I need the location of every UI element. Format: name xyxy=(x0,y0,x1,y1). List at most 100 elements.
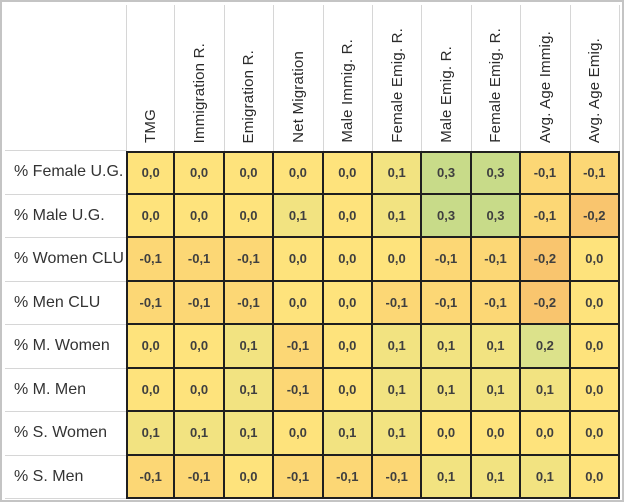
matrix-cell: 0,0 xyxy=(521,412,571,456)
matrix-cell: 0,1 xyxy=(373,412,423,456)
matrix-cell: -0,1 xyxy=(471,281,522,325)
matrix-cell: -0,1 xyxy=(126,281,176,325)
column-header: Net Migration xyxy=(274,5,324,151)
matrix-cell: 0,1 xyxy=(422,325,472,369)
matrix-cell: 0,1 xyxy=(224,325,275,369)
row-label: % S. Men xyxy=(5,455,126,499)
column-header-label: Avg. Age Immig. xyxy=(536,31,554,143)
matrix-cell: 0,1 xyxy=(126,412,176,456)
matrix-cell: -0,1 xyxy=(422,281,472,325)
matrix-cell: 0,0 xyxy=(175,194,225,238)
matrix-cell: 0,0 xyxy=(570,368,620,412)
matrix-cell: 0,0 xyxy=(274,412,324,456)
matrix-cell: 0,1 xyxy=(323,412,373,456)
matrix-cell: 0,0 xyxy=(175,368,225,412)
matrix-cell: -0,1 xyxy=(224,238,275,282)
matrix-cell: -0,1 xyxy=(422,238,472,282)
row-label: % Women CLU xyxy=(5,238,126,282)
matrix-cell: 0,1 xyxy=(422,455,472,499)
matrix-cell: 0,2 xyxy=(521,325,571,369)
column-header: Immigration R. xyxy=(175,5,225,151)
correlation-matrix: TMG Immigration R. Emigration R. Net Migrat… xyxy=(5,5,620,499)
matrix-cell: -0,1 xyxy=(323,455,373,499)
matrix-cell: -0,2 xyxy=(521,238,571,282)
matrix-cell: -0,2 xyxy=(521,281,571,325)
matrix-cell: -0,1 xyxy=(175,455,225,499)
matrix-cell: 0,1 xyxy=(422,368,472,412)
matrix-cell: -0,1 xyxy=(274,368,324,412)
matrix-cell: 0,0 xyxy=(570,325,620,369)
matrix-cell: -0,1 xyxy=(224,281,275,325)
column-header-label: Male Immig. R. xyxy=(339,39,357,143)
column-header-label: Net Migration xyxy=(289,51,307,143)
matrix-cell: 0,0 xyxy=(175,151,225,195)
matrix-cell: 0,3 xyxy=(422,194,472,238)
matrix-cell: 0,0 xyxy=(126,151,176,195)
row-label: % S. Women xyxy=(5,412,126,456)
column-header: Avg. Age Immig. xyxy=(521,5,571,151)
matrix-cell: 0,3 xyxy=(471,151,522,195)
column-header: Male Immig. R. xyxy=(323,5,373,151)
matrix-cell: 0,1 xyxy=(521,368,571,412)
matrix-cell: 0,0 xyxy=(323,281,373,325)
matrix-cell: -0,1 xyxy=(175,281,225,325)
matrix-cell: 0,0 xyxy=(323,368,373,412)
row-label: % Male U.G. xyxy=(5,194,126,238)
matrix-cell: 0,0 xyxy=(570,238,620,282)
matrix-cell: 0,1 xyxy=(373,194,423,238)
matrix-cell: 0,0 xyxy=(323,151,373,195)
matrix-cell: -0,1 xyxy=(471,238,522,282)
column-header-label: Immigration R. xyxy=(191,42,209,143)
matrix-cell: 0,0 xyxy=(274,281,324,325)
column-header-label: Female Emig. R. xyxy=(487,28,505,143)
matrix-cell: 0,0 xyxy=(422,412,472,456)
corner-cell xyxy=(5,5,126,151)
matrix-cell: 0,0 xyxy=(274,238,324,282)
column-header-label: Female Emig. R. xyxy=(388,28,406,143)
matrix-cell: 0,1 xyxy=(521,455,571,499)
column-header: Avg. Age Emig. xyxy=(570,5,620,151)
matrix-cell: -0,1 xyxy=(126,238,176,282)
matrix-cell: 0,1 xyxy=(373,151,423,195)
matrix-cell: 0,0 xyxy=(373,238,423,282)
matrix-cell: 0,0 xyxy=(126,194,176,238)
matrix-cell: -0,1 xyxy=(521,151,571,195)
matrix-cell: 0,1 xyxy=(471,368,522,412)
matrix-cell: -0,1 xyxy=(274,455,324,499)
matrix-cell: 0,1 xyxy=(373,368,423,412)
column-header-label: Emigration R. xyxy=(240,49,258,143)
matrix-cell: -0,1 xyxy=(570,151,620,195)
matrix-cell: 0,1 xyxy=(471,325,522,369)
column-header-label: Male Emig. R. xyxy=(438,46,456,143)
matrix-cell: -0,1 xyxy=(175,238,225,282)
matrix-cell: 0,0 xyxy=(224,151,275,195)
matrix-cell: 0,0 xyxy=(323,194,373,238)
column-header: Female Emig. R. xyxy=(373,5,423,151)
matrix-cell: 0,1 xyxy=(274,194,324,238)
matrix-cell: 0,1 xyxy=(373,325,423,369)
row-label: % M. Men xyxy=(5,368,126,412)
matrix-cell: -0,2 xyxy=(570,194,620,238)
matrix-cell: -0,1 xyxy=(274,325,324,369)
column-header: Male Emig. R. xyxy=(422,5,472,151)
matrix-cell: 0,1 xyxy=(224,412,275,456)
matrix-cell: 0,0 xyxy=(570,455,620,499)
matrix-cell: 0,1 xyxy=(175,412,225,456)
row-label: % Female U.G. xyxy=(5,151,126,195)
matrix-cell: 0,3 xyxy=(422,151,472,195)
column-header: TMG xyxy=(126,5,176,151)
row-label: % M. Women xyxy=(5,325,126,369)
matrix-cell: 0,3 xyxy=(471,194,522,238)
matrix-cell: 0,0 xyxy=(471,412,522,456)
column-header: Emigration R. xyxy=(224,5,275,151)
column-header-label: TMG xyxy=(142,109,160,143)
matrix-cell: -0,1 xyxy=(373,455,423,499)
matrix-cell: 0,0 xyxy=(274,151,324,195)
column-header: Female Emig. R. xyxy=(471,5,522,151)
matrix-cell: 0,0 xyxy=(224,194,275,238)
matrix-cell: 0,0 xyxy=(323,238,373,282)
row-label: % Men CLU xyxy=(5,281,126,325)
matrix-cell: 0,1 xyxy=(224,368,275,412)
matrix-cell: 0,0 xyxy=(126,368,176,412)
matrix-cell: -0,1 xyxy=(521,194,571,238)
